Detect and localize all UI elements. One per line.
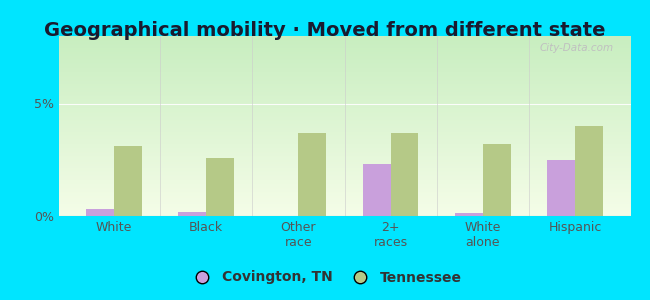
Bar (114, 146, 142, 216)
Bar (483, 144, 510, 216)
Bar (391, 133, 419, 216)
Bar (575, 126, 603, 216)
Bar (547, 160, 575, 216)
Legend: Covington, TN, Tennessee: Covington, TN, Tennessee (183, 265, 467, 290)
Bar (298, 133, 326, 216)
Text: City-Data.com: City-Data.com (540, 43, 614, 53)
Bar (86, 209, 114, 216)
Text: Geographical mobility · Moved from different state: Geographical mobility · Moved from diffe… (44, 21, 606, 40)
Bar (206, 158, 234, 216)
Bar (455, 213, 483, 216)
Bar (179, 212, 206, 216)
Bar (363, 164, 391, 216)
